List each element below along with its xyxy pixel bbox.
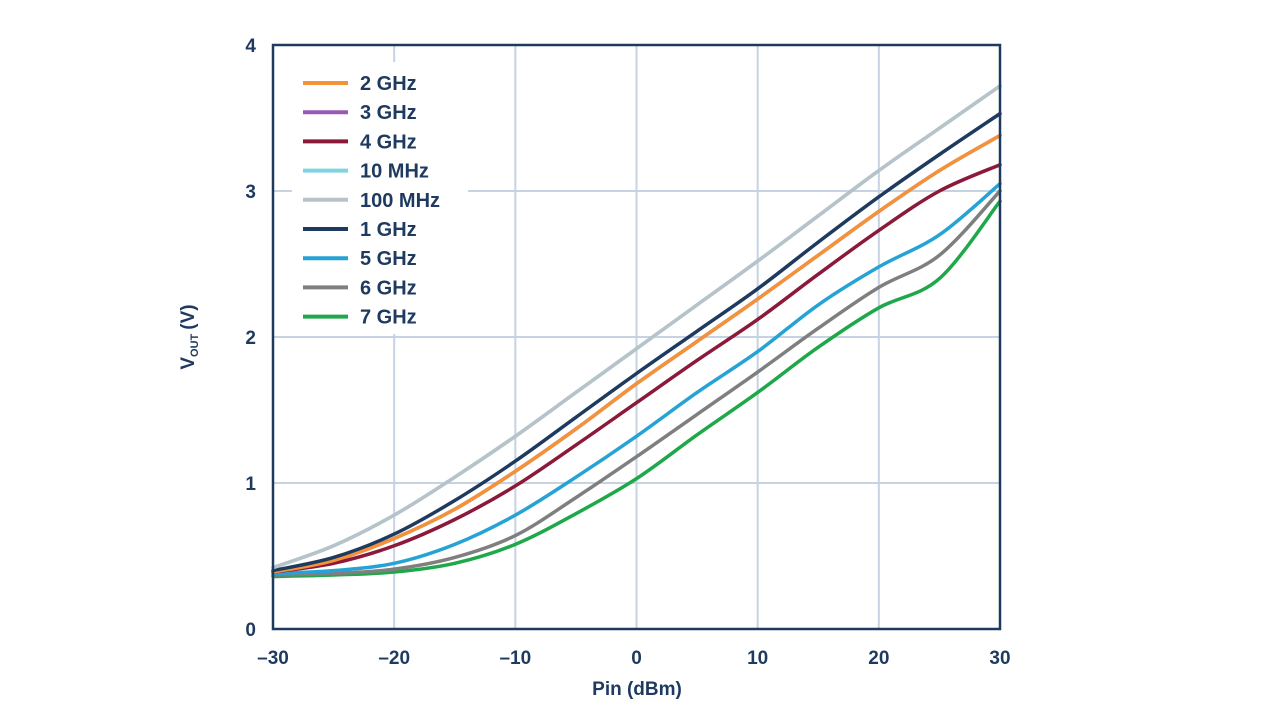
legend-item-3-ghz: 3 GHz — [303, 102, 417, 124]
y-tick-label: 4 — [245, 36, 256, 57]
legend-label: 10 MHz — [360, 161, 429, 183]
series-line-2-ghz — [271, 133, 1002, 574]
legend-label: 4 GHz — [360, 131, 417, 153]
y-axis-label-unit: (V) — [178, 304, 199, 329]
legend-item-4-ghz: 4 GHz — [303, 131, 417, 153]
x-tick-label: 20 — [868, 648, 889, 669]
x-tick-label: 10 — [747, 648, 768, 669]
legend-item-7-ghz: 7 GHz — [303, 307, 417, 329]
svg-text:VOUT(V): VOUT (V) — [178, 304, 201, 369]
legend-item-6-ghz: 6 GHz — [303, 277, 417, 299]
y-tick-labels: 0 1 2 3 4 — [245, 36, 256, 641]
legend-item-10-mhz: 10 MHz — [303, 161, 429, 183]
y-tick-label: 0 — [245, 620, 256, 641]
x-tick-labels: –30 –20 –10 0 10 20 30 — [257, 648, 1010, 669]
legend-item-100-mhz: 100 MHz — [303, 190, 440, 212]
legend-label: 7 GHz — [360, 307, 417, 329]
series-line-1-ghz — [271, 111, 1002, 573]
legend-item-5-ghz: 5 GHz — [303, 248, 417, 270]
legend-label: 2 GHz — [360, 73, 417, 95]
legend-label: 1 GHz — [360, 219, 417, 241]
legend-item-2-ghz: 2 GHz — [303, 73, 417, 95]
legend-label: 6 GHz — [360, 277, 417, 299]
x-tick-label: –20 — [378, 648, 410, 669]
y-tick-label: 2 — [245, 328, 256, 349]
series-line-7-ghz — [271, 199, 1002, 579]
series-line-100-mhz — [271, 84, 1002, 570]
series-line-6-ghz — [271, 189, 1002, 577]
y-axis-label-main: V — [178, 357, 199, 370]
series-lines — [271, 84, 1002, 579]
x-axis-label: Pin (dBm) — [592, 679, 682, 700]
x-tick-label: –30 — [257, 648, 289, 669]
plot-frame — [271, 43, 1002, 631]
x-tick-label: –10 — [499, 648, 531, 669]
series-line-5-ghz — [271, 181, 1002, 576]
legend-label: 5 GHz — [360, 248, 417, 270]
legend-item-1-ghz: 1 GHz — [303, 219, 417, 241]
x-tick-label: 0 — [631, 648, 642, 669]
y-tick-label: 3 — [245, 182, 256, 203]
y-axis-label-sub: OUT — [189, 333, 201, 357]
y-tick-label: 1 — [245, 474, 256, 495]
legend: 2 GHz 3 GHz 4 GHz 10 MHz 100 MHz 1 GHz 5 GHz 6 … — [292, 62, 468, 334]
legend-label: 100 MHz — [360, 190, 440, 212]
legend-label: 3 GHz — [360, 102, 417, 124]
y-axis-label: VOUT (V) — [178, 304, 201, 369]
x-tick-label: 30 — [989, 648, 1010, 669]
series-line-4-ghz — [271, 162, 1002, 574]
